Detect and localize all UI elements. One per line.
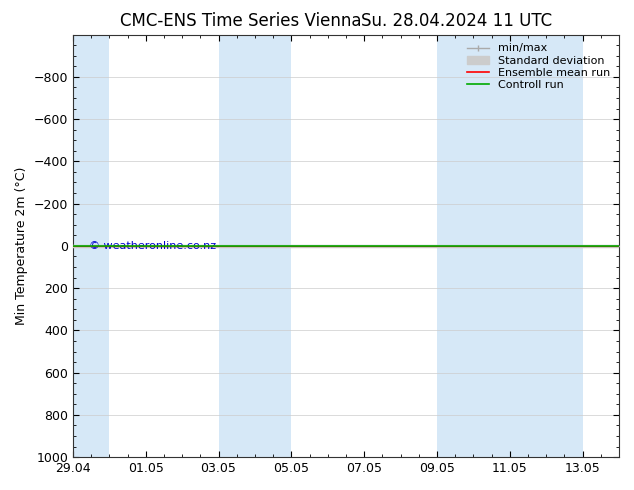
Bar (437, 35, 583, 457)
Bar (73, 35, 109, 457)
Bar (219, 35, 292, 457)
Text: © weatheronline.co.nz: © weatheronline.co.nz (89, 241, 216, 251)
Text: CMC-ENS Time Series Vienna: CMC-ENS Time Series Vienna (120, 12, 361, 30)
Text: Su. 28.04.2024 11 UTC: Su. 28.04.2024 11 UTC (361, 12, 552, 30)
Y-axis label: Min Temperature 2m (°C): Min Temperature 2m (°C) (15, 167, 28, 325)
Legend: min/max, Standard deviation, Ensemble mean run, Controll run: min/max, Standard deviation, Ensemble me… (463, 40, 614, 94)
